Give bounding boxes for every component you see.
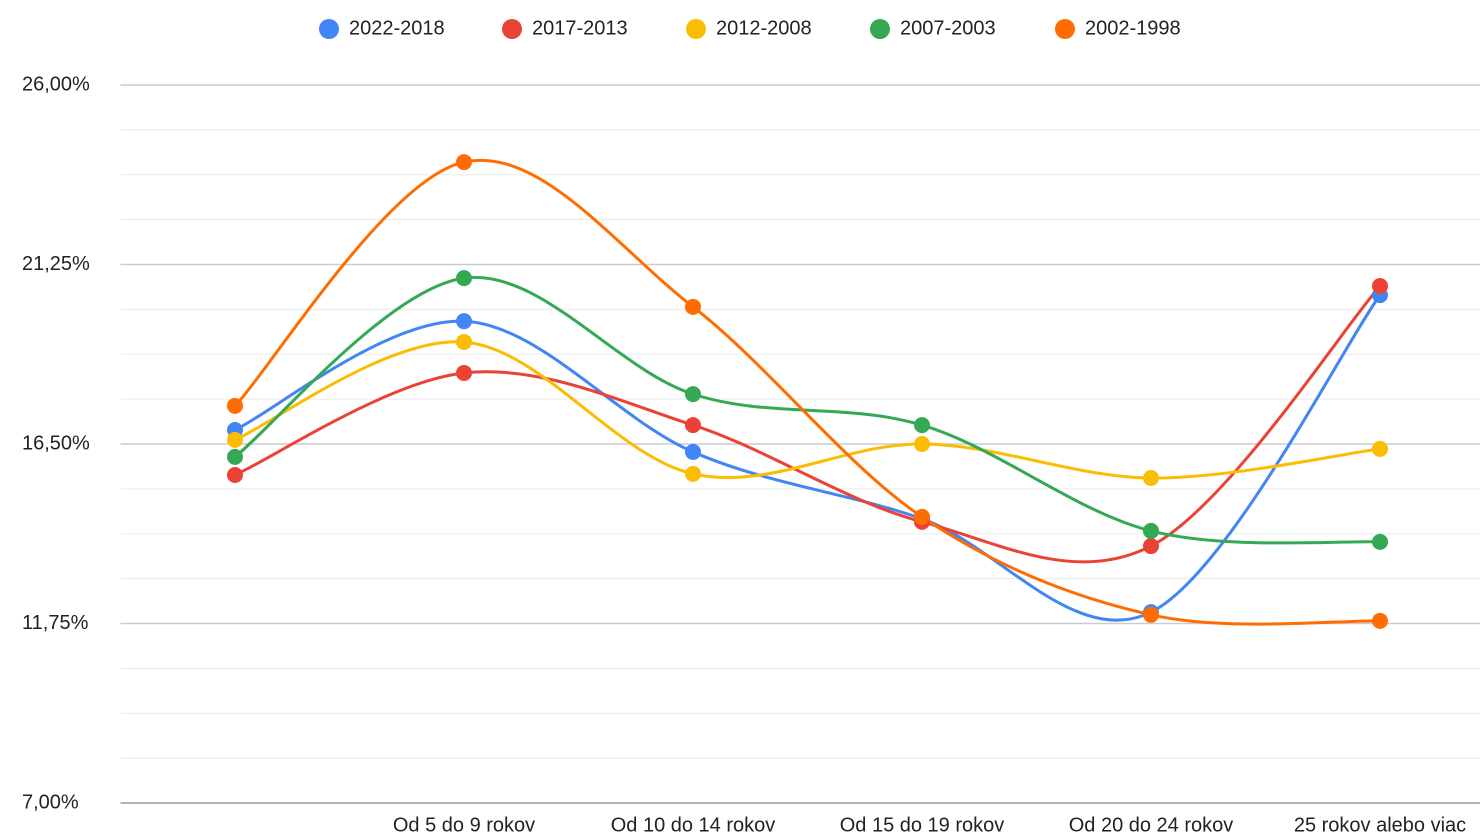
data-point (1372, 440, 1388, 457)
data-point (685, 443, 701, 460)
x-tick-label: Od 15 do 19 rokov (840, 814, 1005, 836)
series-line (234, 285, 1382, 564)
data-point (685, 465, 701, 482)
legend-swatch (319, 19, 339, 39)
data-point (456, 270, 472, 287)
data-point (227, 466, 243, 483)
data-point (914, 436, 930, 452)
x-tick-label: 25 rokov alebo viac (1294, 814, 1466, 836)
legend-label: 2012-2008 (716, 17, 812, 39)
series-line (234, 275, 1381, 545)
legend-label: 2007-2003 (900, 17, 996, 39)
data-point (227, 448, 243, 465)
x-tick-label: Od 20 do 24 rokov (1069, 814, 1234, 836)
data-point (685, 386, 701, 403)
data-point (914, 417, 930, 434)
legend-label: 2017-2013 (532, 17, 628, 39)
data-point (227, 397, 243, 414)
data-point (1143, 538, 1159, 555)
legend-label: 2022-2018 (349, 17, 445, 39)
data-point (685, 298, 701, 315)
data-point (456, 154, 472, 171)
y-tick-label: 16,50% (22, 432, 90, 454)
data-point (1372, 612, 1388, 629)
x-tick-label: Od 10 do 14 rokov (611, 814, 776, 836)
y-tick-label: 11,75% (22, 612, 89, 634)
data-point (685, 417, 701, 434)
data-point (227, 431, 243, 448)
y-tick-label: 26,00% (22, 73, 90, 95)
data-point (1143, 522, 1159, 539)
data-point (456, 313, 472, 330)
data-point (1143, 606, 1159, 623)
data-point (914, 508, 930, 525)
series-line (234, 294, 1382, 622)
data-point (1372, 533, 1388, 550)
y-tick-label: 21,25% (22, 253, 90, 275)
x-tick-label: Od 5 do 9 rokov (393, 814, 535, 836)
data-point (456, 364, 472, 381)
data-point (1143, 470, 1159, 487)
data-point (456, 333, 472, 350)
legend-swatch (1055, 19, 1075, 39)
legend-swatch (870, 19, 890, 39)
data-point (1372, 278, 1388, 295)
series-line (233, 158, 1381, 626)
legend-swatch (502, 19, 522, 39)
y-tick-label: 7,00% (22, 791, 79, 813)
legend-swatch (686, 19, 706, 39)
legend-label: 2002-1998 (1085, 17, 1181, 39)
series-line (234, 340, 1381, 480)
